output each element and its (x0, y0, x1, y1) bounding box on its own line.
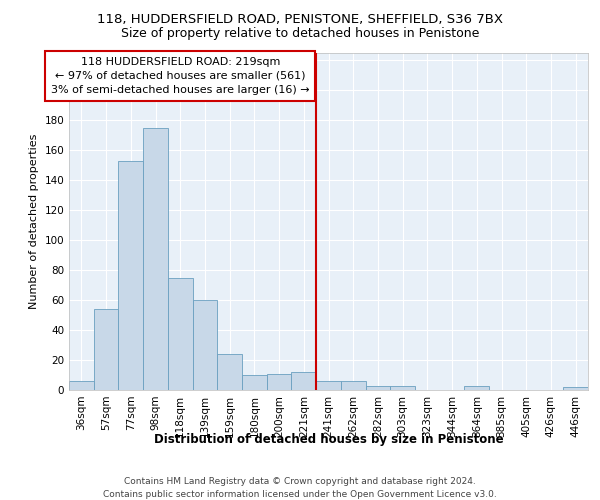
Text: Distribution of detached houses by size in Penistone: Distribution of detached houses by size … (154, 432, 503, 446)
Bar (292, 372, 316, 390)
Bar (242, 375, 267, 390)
Bar (316, 381, 341, 390)
Bar (143, 128, 168, 390)
Text: 118 HUDDERSFIELD ROAD: 219sqm
← 97% of detached houses are smaller (561)
3% of s: 118 HUDDERSFIELD ROAD: 219sqm ← 97% of d… (51, 57, 310, 95)
Bar (118, 160, 143, 390)
Bar (193, 300, 217, 390)
Bar (267, 374, 292, 390)
Bar (365, 386, 390, 390)
Bar (464, 386, 489, 390)
Bar (390, 386, 415, 390)
Bar (168, 278, 193, 390)
Bar (217, 354, 242, 390)
Bar (94, 309, 118, 390)
Bar (69, 381, 94, 390)
Text: 118, HUDDERSFIELD ROAD, PENISTONE, SHEFFIELD, S36 7BX: 118, HUDDERSFIELD ROAD, PENISTONE, SHEFF… (97, 12, 503, 26)
Text: Contains HM Land Registry data © Crown copyright and database right 2024.
Contai: Contains HM Land Registry data © Crown c… (103, 478, 497, 499)
Bar (341, 381, 365, 390)
Y-axis label: Number of detached properties: Number of detached properties (29, 134, 39, 309)
Bar (563, 387, 588, 390)
Text: Size of property relative to detached houses in Penistone: Size of property relative to detached ho… (121, 28, 479, 40)
